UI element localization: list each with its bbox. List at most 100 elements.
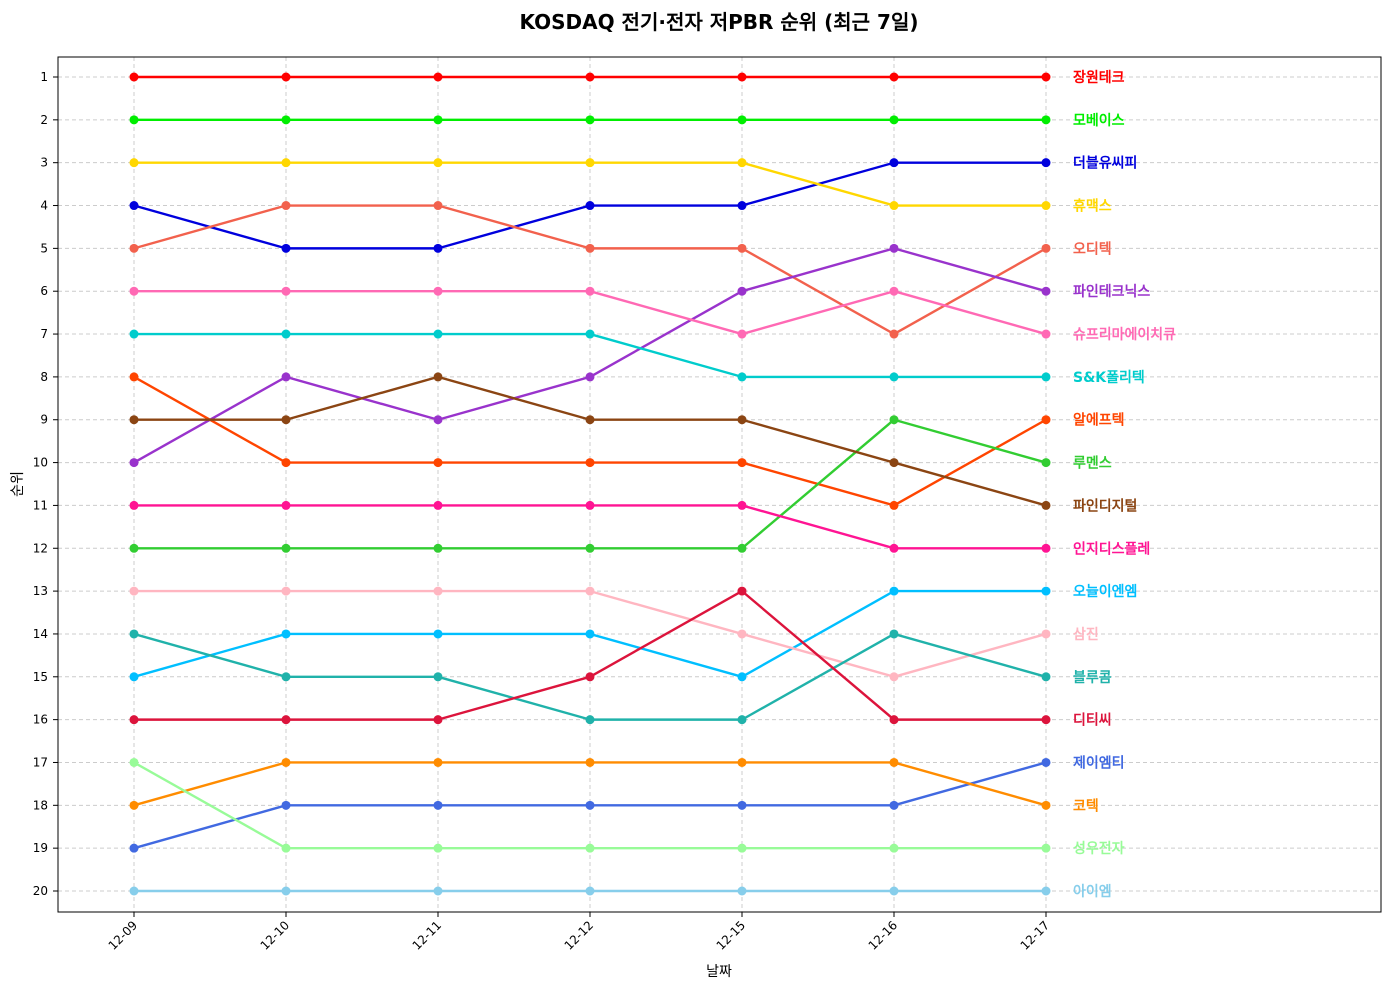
y-tick-label: 18 [33, 798, 48, 812]
series-point [129, 500, 139, 510]
y-tick-label: 19 [33, 841, 48, 855]
series-point [129, 372, 139, 382]
x-tick-label: 12-17 [1018, 918, 1053, 953]
series-point [1041, 843, 1051, 853]
series-point [889, 843, 899, 853]
series-point [433, 757, 443, 767]
series-point [889, 629, 899, 639]
series-group [129, 757, 1051, 853]
x-tick-label: 12-11 [410, 918, 445, 953]
series-point [585, 201, 595, 211]
series-point [129, 286, 139, 296]
series-point [737, 372, 747, 382]
y-tick-label: 5 [40, 241, 48, 255]
x-tick-label: 12-16 [866, 918, 901, 953]
series-point [281, 72, 291, 82]
series-end-label: 오디텍 [1073, 240, 1112, 257]
series-point [281, 586, 291, 596]
series-point [281, 757, 291, 767]
series-end-label: 휴맥스 [1073, 198, 1112, 215]
series-group [129, 158, 1051, 211]
series-point [889, 158, 899, 168]
series-point [1041, 458, 1051, 468]
series-group [129, 201, 1051, 339]
series-group [129, 372, 1051, 510]
series-point [281, 415, 291, 425]
series-point [737, 415, 747, 425]
chart-title: KOSDAQ 전기·전자 저PBR 순위 (최근 7일) [520, 10, 919, 34]
x-axis-label: 날짜 [706, 964, 732, 980]
series-point [433, 286, 443, 296]
series-point [737, 72, 747, 82]
series-point [585, 586, 595, 596]
series-group [129, 158, 1051, 253]
series-lines [129, 72, 1051, 896]
series-point [737, 500, 747, 510]
series-point [433, 201, 443, 211]
series-point [433, 586, 443, 596]
series-point [1041, 243, 1051, 253]
series-point [737, 243, 747, 253]
x-axis-ticks: 12-09 12-10 12-11 12-12 12-15 12-16 12-17 [106, 912, 1053, 953]
series-point [889, 415, 899, 425]
series-point [889, 500, 899, 510]
series-point [889, 286, 899, 296]
y-tick-label: 10 [33, 456, 48, 470]
series-point [1041, 672, 1051, 682]
series-point [737, 715, 747, 725]
series-point [1041, 500, 1051, 510]
series-point [889, 115, 899, 125]
series-end-label: 제이엠티 [1073, 754, 1125, 771]
y-tick-label: 2 [40, 113, 48, 127]
series-point [585, 329, 595, 339]
series-point [889, 243, 899, 253]
series-point [585, 458, 595, 468]
series-point [889, 715, 899, 725]
x-tick-label: 12-12 [562, 918, 597, 953]
series-end-label: 오늘이엔엠 [1073, 583, 1137, 600]
series-point [281, 886, 291, 896]
series-point [585, 500, 595, 510]
series-point [281, 672, 291, 682]
series-point [433, 629, 443, 639]
series-point [737, 843, 747, 853]
y-tick-label: 11 [33, 498, 48, 512]
series-end-label: 알에프텍 [1073, 412, 1125, 429]
series-end-label: 더블유씨피 [1073, 156, 1137, 172]
y-tick-label: 4 [40, 199, 48, 213]
series-end-label: 모베이스 [1073, 112, 1125, 129]
series-point [433, 72, 443, 82]
series-end-label: 파인테크닉스 [1073, 283, 1150, 300]
series-point [737, 629, 747, 639]
y-tick-label: 14 [33, 627, 48, 641]
y-tick-label: 15 [33, 670, 48, 684]
series-point [585, 629, 595, 639]
series-point [585, 757, 595, 767]
series-point [1041, 201, 1051, 211]
series-point [1041, 286, 1051, 296]
series-point [585, 115, 595, 125]
series-point [281, 243, 291, 253]
series-point [433, 800, 443, 810]
series-point [889, 757, 899, 767]
x-tick-label: 12-15 [714, 918, 749, 953]
series-point [281, 372, 291, 382]
y-tick-label: 1 [40, 70, 48, 84]
series-point [737, 115, 747, 125]
series-point [433, 372, 443, 382]
series-point [281, 543, 291, 553]
series-point [737, 886, 747, 896]
series-point [1041, 158, 1051, 168]
series-group [129, 329, 1051, 382]
series-point [737, 458, 747, 468]
series-point [281, 201, 291, 211]
series-point [433, 415, 443, 425]
series-point [281, 286, 291, 296]
series-end-label: 블루콤 [1073, 670, 1112, 686]
series-group [129, 372, 1051, 510]
series-group [129, 115, 1051, 125]
y-tick-label: 20 [33, 884, 48, 898]
